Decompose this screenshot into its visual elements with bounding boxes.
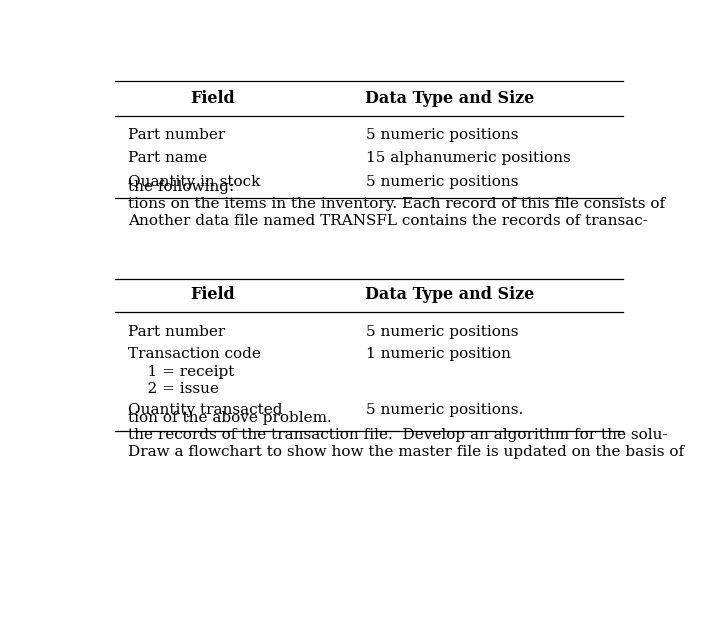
Text: tion of the above problem.: tion of the above problem.: [128, 411, 332, 425]
Text: Another data file named TRANSFL contains the records of transac-: Another data file named TRANSFL contains…: [128, 214, 648, 228]
Text: 1 = receipt: 1 = receipt: [128, 365, 234, 379]
Text: Quantity transacted: Quantity transacted: [128, 403, 282, 417]
Text: Part name: Part name: [128, 151, 207, 166]
Text: Part number: Part number: [128, 325, 225, 339]
Text: the records of the transaction file.  Develop an algorithm for the solu-: the records of the transaction file. Dev…: [128, 428, 667, 442]
Text: 2 = issue: 2 = issue: [128, 382, 219, 396]
Text: the following:: the following:: [128, 180, 234, 194]
Text: Field: Field: [190, 90, 235, 107]
Text: 5 numeric positions: 5 numeric positions: [366, 325, 518, 339]
Text: tions on the items in the inventory. Each record of this file consists of: tions on the items in the inventory. Eac…: [128, 197, 665, 211]
Text: 1 numeric position: 1 numeric position: [366, 347, 511, 361]
Text: 5 numeric positions: 5 numeric positions: [366, 129, 518, 142]
Text: 5 numeric positions.: 5 numeric positions.: [366, 403, 523, 417]
Text: Field: Field: [190, 286, 235, 303]
Text: Part number: Part number: [128, 129, 225, 142]
Text: Draw a flowchart to show how the master file is updated on the basis of: Draw a flowchart to show how the master …: [128, 445, 684, 459]
Text: 5 numeric positions: 5 numeric positions: [366, 174, 518, 189]
Text: Transaction code: Transaction code: [128, 347, 261, 361]
Text: Data Type and Size: Data Type and Size: [365, 90, 534, 107]
Text: Data Type and Size: Data Type and Size: [365, 286, 534, 303]
Text: 15 alphanumeric positions: 15 alphanumeric positions: [366, 151, 571, 166]
Text: Quantity in stock: Quantity in stock: [128, 174, 261, 189]
